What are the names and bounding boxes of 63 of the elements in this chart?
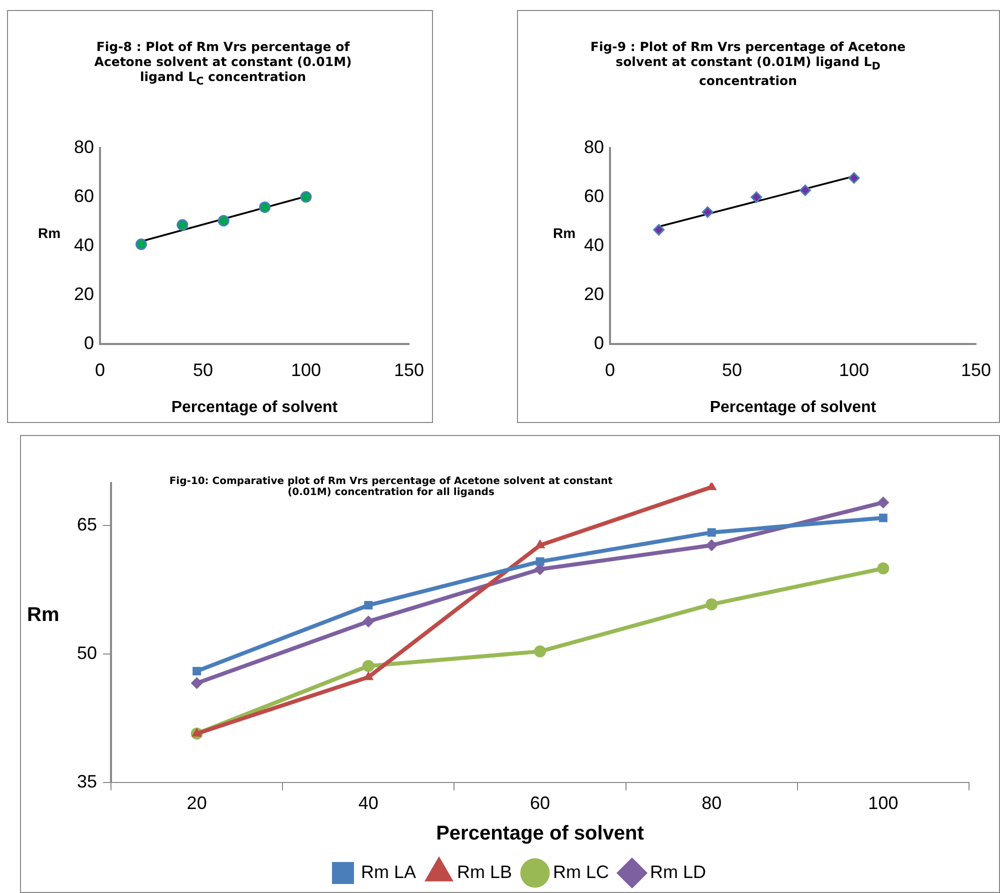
y-tick-label: 0 [84, 333, 94, 354]
point [706, 539, 718, 552]
y-tick-label: 80 [74, 136, 94, 157]
point [362, 660, 374, 672]
x-tick-label: 100 [838, 360, 870, 380]
point [135, 238, 147, 250]
point [848, 172, 860, 184]
point [192, 666, 202, 676]
point [877, 496, 890, 508]
y-tick-label: 40 [74, 234, 94, 255]
point [364, 600, 373, 610]
point [702, 206, 714, 218]
point [706, 598, 718, 610]
point [176, 219, 188, 231]
x-tick-label: 150 [960, 360, 992, 380]
legend-label: Rm LC [553, 862, 610, 882]
point [259, 201, 271, 213]
y-tick-label: 0 [594, 333, 604, 354]
y-tick-label: 40 [584, 234, 604, 255]
x-tick-label: 60 [530, 793, 550, 814]
point [190, 677, 203, 690]
x-axis-title: Percentage of solvent [436, 822, 644, 845]
y-axis-title: Rm [38, 225, 61, 241]
point [534, 539, 546, 548]
y-axis-title: Rm [553, 225, 576, 241]
y-axis-title: Rm [27, 604, 60, 627]
x-tick-label: 150 [394, 360, 424, 380]
legend-label: Rm LB [456, 862, 512, 882]
x-tick-label: 40 [358, 793, 378, 814]
x-axis-title: Percentage of solvent [171, 398, 338, 416]
point [534, 645, 546, 658]
x-tick-label: 50 [192, 360, 214, 380]
chart-title: Fig-8 : Plot of Rm Vrs percentage of Acetone solvent at constant (0.01M) ligand L$_{C}$ concentration [93, 39, 353, 88]
point [536, 557, 544, 566]
y-tick-label: 20 [584, 284, 604, 304]
y-tick-label: 50 [76, 642, 98, 663]
y-tick-label: 20 [74, 284, 94, 304]
point [799, 184, 811, 196]
point [363, 671, 374, 680]
point [878, 514, 888, 522]
y-tick-label: 35 [76, 771, 98, 792]
legend-label: Rm LD [650, 862, 706, 882]
x-tick-label: 80 [702, 793, 722, 814]
point [362, 615, 374, 628]
point [218, 214, 230, 226]
point [653, 224, 665, 236]
legend-label: Rm LA [360, 862, 416, 882]
point [707, 528, 716, 537]
point [750, 191, 762, 203]
y-tick-label: 60 [584, 186, 604, 206]
x-tick-label: 50 [722, 360, 742, 380]
x-axis-title: Percentage of solvent [710, 398, 877, 416]
y-tick-label: 80 [584, 136, 604, 157]
point [192, 728, 202, 737]
chart-title: Fig-9 : Plot of Rm Vrs percentage of Acetone solvent at constant (0.01M) ligand L$_{D}$ concentration [590, 39, 906, 88]
y-tick-label: 65 [76, 514, 98, 535]
y-tick-label: 60 [74, 186, 94, 206]
point [300, 191, 312, 203]
point [877, 562, 890, 574]
x-tick-label: 20 [186, 793, 207, 814]
x-tick-label: 100 [290, 360, 322, 380]
x-tick-label: 100 [868, 793, 898, 814]
chart-title: Fig-10: Comparative plot of Rm Vrs percentage of Acetone solvent at constant (0.01M) concentration for all ligands [168, 476, 614, 498]
